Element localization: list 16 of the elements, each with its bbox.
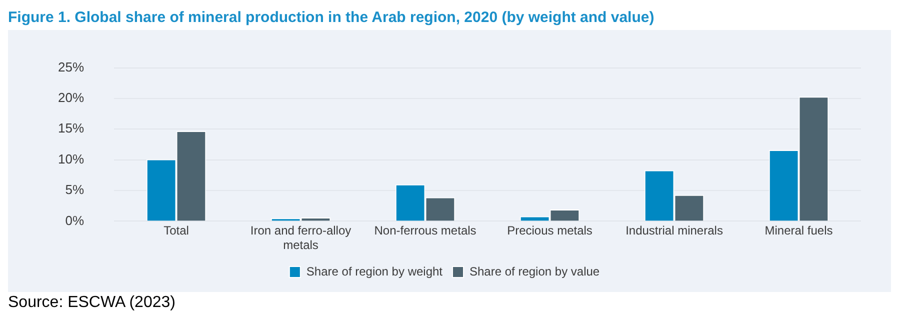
y-tick-label: 10% bbox=[58, 151, 84, 166]
y-tick-label: 25% bbox=[58, 59, 84, 74]
legend-label: Share of region by value bbox=[470, 264, 600, 278]
x-tick-label: Precious metals bbox=[507, 224, 592, 238]
x-tick-label: Industrial minerals bbox=[626, 224, 723, 238]
x-tick-label: Iron and ferro-alloy metals bbox=[250, 224, 352, 252]
x-tick-label: Total bbox=[164, 224, 189, 238]
legend-label: Share of region by weight bbox=[306, 264, 444, 278]
y-tick-label: 0% bbox=[65, 212, 84, 228]
x-tick-label: Non-ferrous metals bbox=[374, 224, 476, 238]
source-note: Source: ESCWA (2023) bbox=[8, 294, 176, 312]
y-tick-label: 15% bbox=[58, 120, 84, 136]
x-tick-label: Mineral fuels bbox=[764, 224, 833, 238]
y-tick-label: 5% bbox=[65, 182, 84, 198]
chart-title: Figure 1. Global share of mineral production in the Arab region, 2020 (by weight and value) bbox=[8, 8, 656, 28]
y-tick-label: 20% bbox=[58, 90, 84, 106]
